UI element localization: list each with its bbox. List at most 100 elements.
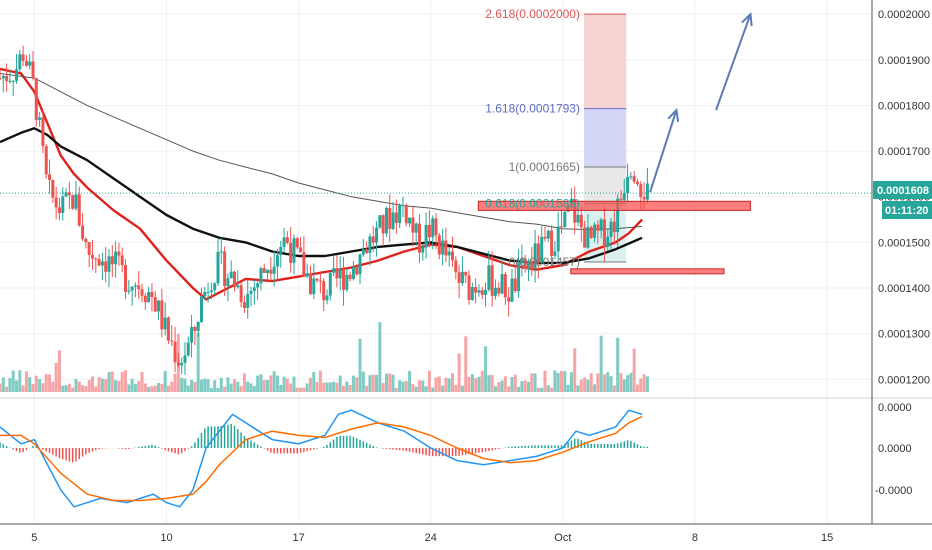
volume-bar (358, 338, 362, 392)
volume-bar (199, 379, 203, 392)
candle-body (48, 174, 52, 180)
candle-body (0, 78, 2, 80)
time-tick-label: 8 (692, 532, 698, 544)
candle-body (124, 265, 128, 292)
volume-bar (209, 387, 213, 392)
macd-axis[interactable]: 0.0000 0.0000 -0.0000 (875, 402, 912, 497)
volume-bar (216, 387, 220, 392)
candle-body (451, 251, 455, 261)
candle-body (381, 215, 385, 234)
volume-bar (285, 378, 289, 392)
volume-bar (21, 385, 25, 392)
time-axis[interactable]: 5 10 17 24 Oct 8 15 (31, 532, 833, 544)
volume-bar (242, 373, 246, 392)
candle-body (256, 283, 260, 288)
candle-body (434, 218, 438, 236)
candle-body (308, 273, 312, 295)
candle-body (170, 340, 174, 342)
candle-body (526, 260, 530, 269)
macd-line (0, 409, 643, 508)
volume-bar (295, 387, 299, 392)
volume-bar (642, 374, 646, 392)
volume-bar (120, 372, 124, 392)
volume-bar (160, 383, 164, 392)
volume-bars (0, 322, 649, 392)
volume-bar (322, 382, 326, 392)
candle-body (487, 265, 491, 290)
volume-bar (34, 375, 38, 392)
volume-bar (526, 381, 530, 392)
volume-bar (474, 378, 478, 392)
candle-body (127, 290, 131, 292)
candle-body (38, 117, 42, 120)
volume-bar (596, 373, 600, 392)
candle-body (365, 249, 369, 253)
candle-body (87, 242, 91, 255)
volume-bar (1, 377, 5, 392)
candle-body (203, 291, 207, 297)
candle-body (642, 197, 646, 200)
volume-bar (157, 382, 161, 392)
candle-body (226, 278, 230, 287)
volume-bar (579, 379, 583, 392)
candle-body (272, 266, 276, 274)
candle-body (437, 235, 441, 255)
candle-body (77, 194, 81, 226)
volume-bar (342, 385, 346, 392)
candle-body (619, 198, 623, 200)
time-tick-label: 17 (292, 532, 304, 544)
candle-body (150, 292, 154, 298)
candle-body (609, 221, 613, 237)
current-price-value: 0.0001608 (877, 185, 929, 197)
volume-bar (272, 371, 276, 392)
candle-body (114, 251, 118, 265)
support-zone (477, 200, 751, 211)
candle-body (493, 287, 497, 296)
volume-bar (635, 384, 639, 392)
volume-bar (517, 386, 521, 392)
volume-bar (371, 374, 375, 392)
volume-bar (464, 336, 468, 392)
volume-bar (384, 373, 388, 392)
time-tick-label: 24 (425, 532, 437, 544)
candle-body (160, 300, 164, 330)
candle-body (427, 225, 431, 238)
volume-bar (536, 387, 540, 392)
volume-bar (520, 381, 524, 392)
fib-band (583, 167, 627, 204)
candle-body (573, 199, 577, 223)
candle-body (147, 292, 151, 303)
candle-body (219, 251, 223, 253)
candle-body (120, 255, 124, 266)
projection-arrow (649, 109, 678, 193)
volume-bar (292, 376, 296, 392)
volume-bar (441, 385, 445, 392)
candle-body (530, 260, 534, 269)
volume-bar (361, 371, 365, 392)
candle-body (375, 227, 379, 243)
projection-arrowhead (667, 107, 680, 123)
volume-bar (553, 370, 557, 392)
volume-bar (375, 374, 379, 392)
time-tick-label: Oct (554, 532, 571, 544)
volume-bar (523, 380, 527, 392)
price-tick-label: 0.0001800 (878, 100, 930, 112)
volume-bar (602, 374, 606, 392)
volume-bar (444, 377, 448, 392)
candle-body (289, 242, 293, 263)
volume-bar (626, 375, 630, 392)
candle-body (431, 218, 435, 238)
candle-body (137, 285, 141, 290)
candle-body (140, 289, 144, 296)
candle-body (239, 285, 243, 303)
volume-bar (589, 373, 593, 392)
volume-bar (500, 380, 504, 392)
candle-body (110, 256, 114, 265)
candle-body (540, 236, 544, 263)
volume-bar (266, 380, 270, 392)
volume-bar (632, 348, 636, 392)
candle-body (133, 285, 137, 287)
volume-bar (451, 373, 455, 392)
candle-body (285, 237, 289, 243)
